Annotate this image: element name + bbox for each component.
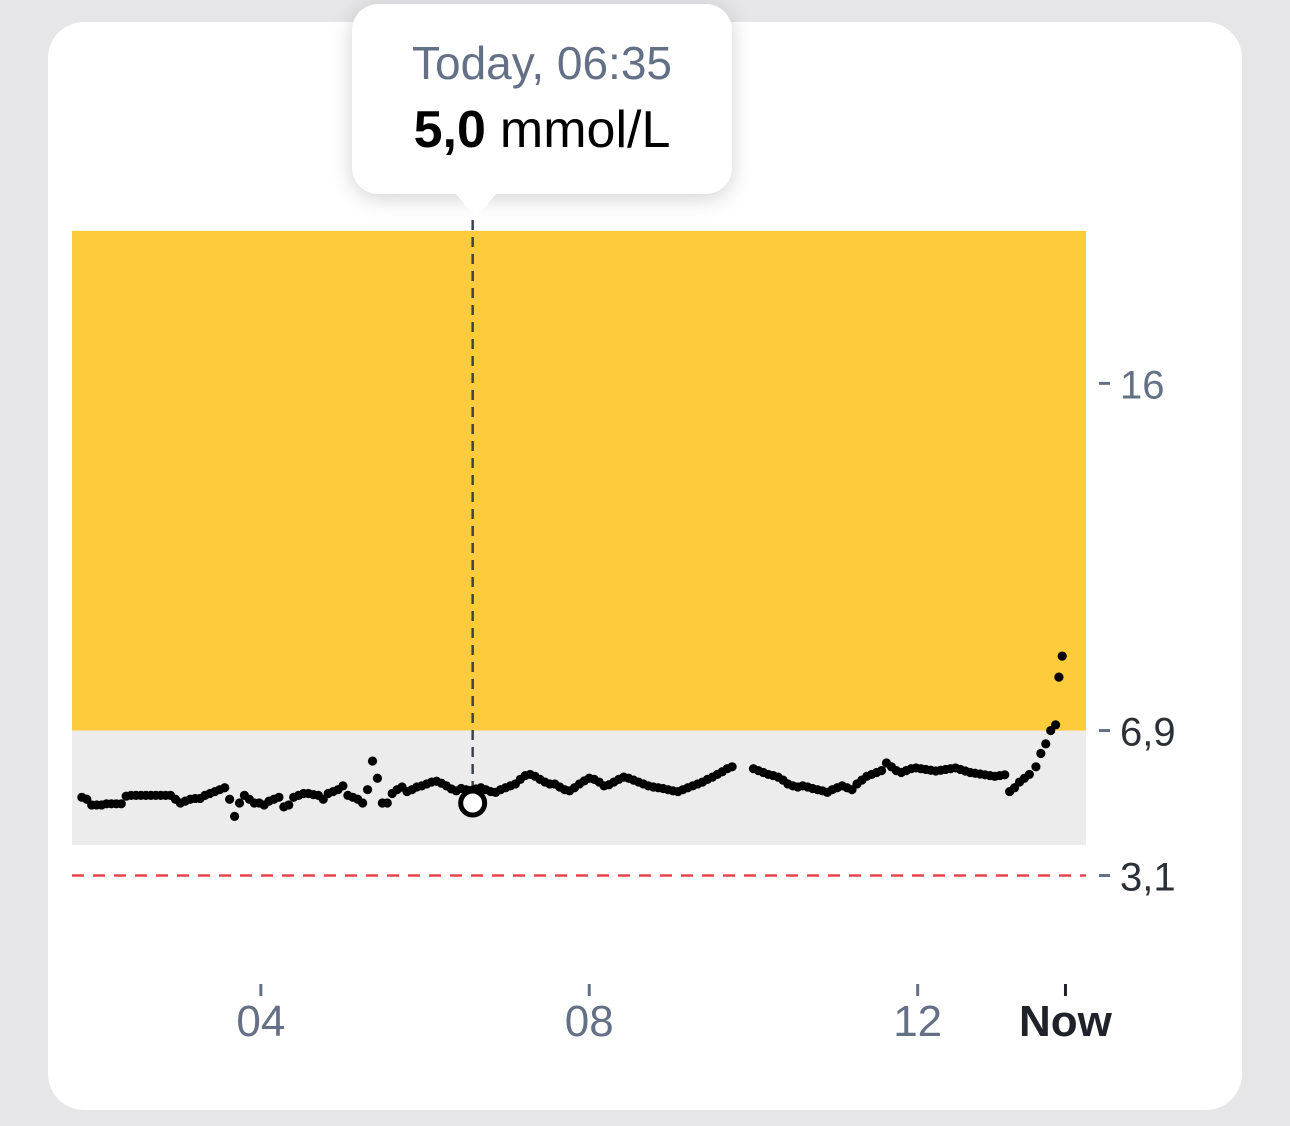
glucose-point: [382, 798, 392, 808]
glucose-point: [1024, 769, 1034, 780]
tooltip-value: 5,0: [413, 101, 486, 159]
range-bands: [72, 230, 1086, 845]
tooltip-reading: 5,0 mmol/L: [352, 100, 732, 160]
glucose-point: [1041, 739, 1051, 749]
glucose-point: [220, 783, 230, 793]
glucose-point: [362, 785, 373, 795]
tooltip-pointer: [456, 194, 496, 218]
glucose-point: [372, 773, 383, 783]
glucose-point: [1036, 748, 1046, 759]
high-range-band: [72, 230, 1086, 731]
x-tick-label: 04: [236, 997, 285, 1046]
glucose-point: [876, 766, 887, 776]
glucose-point: [234, 798, 245, 808]
glucose-point: [1031, 762, 1041, 772]
glucose-point: [358, 798, 368, 808]
x-axis: 04 08 12 Now: [236, 984, 1113, 1046]
glucose-point: [727, 762, 737, 772]
glucose-point: [338, 781, 348, 791]
glucose-points[interactable]: [77, 651, 1067, 821]
glucose-point: [367, 756, 378, 766]
selected-point-marker[interactable]: [458, 788, 488, 818]
glucose-point: [1057, 651, 1067, 661]
x-tick-label: 12: [893, 997, 942, 1046]
y-tick-label: 3,1: [1120, 856, 1176, 900]
tooltip-time: Today, 06:35: [411, 37, 672, 89]
x-tick-label-now: Now: [1019, 997, 1113, 1046]
glucose-point: [116, 799, 126, 809]
reading-tooltip: Today, 06:35 5,0 mmol/L: [352, 4, 732, 218]
glucose-point: [229, 811, 240, 821]
tooltip-unit: mmol/L: [499, 101, 671, 159]
glucose-point: [284, 800, 294, 810]
y-axis: 16 6,9 3,1: [1099, 363, 1176, 900]
glucose-point: [1054, 672, 1064, 682]
glucose-point: [225, 794, 235, 804]
glucose-point: [1051, 720, 1061, 730]
y-tick-label: 16: [1120, 363, 1165, 407]
y-tick-label: 6,9: [1120, 711, 1176, 755]
glucose-point: [1000, 770, 1010, 780]
x-tick-label: 08: [565, 997, 614, 1046]
glucose-point: [274, 792, 284, 802]
